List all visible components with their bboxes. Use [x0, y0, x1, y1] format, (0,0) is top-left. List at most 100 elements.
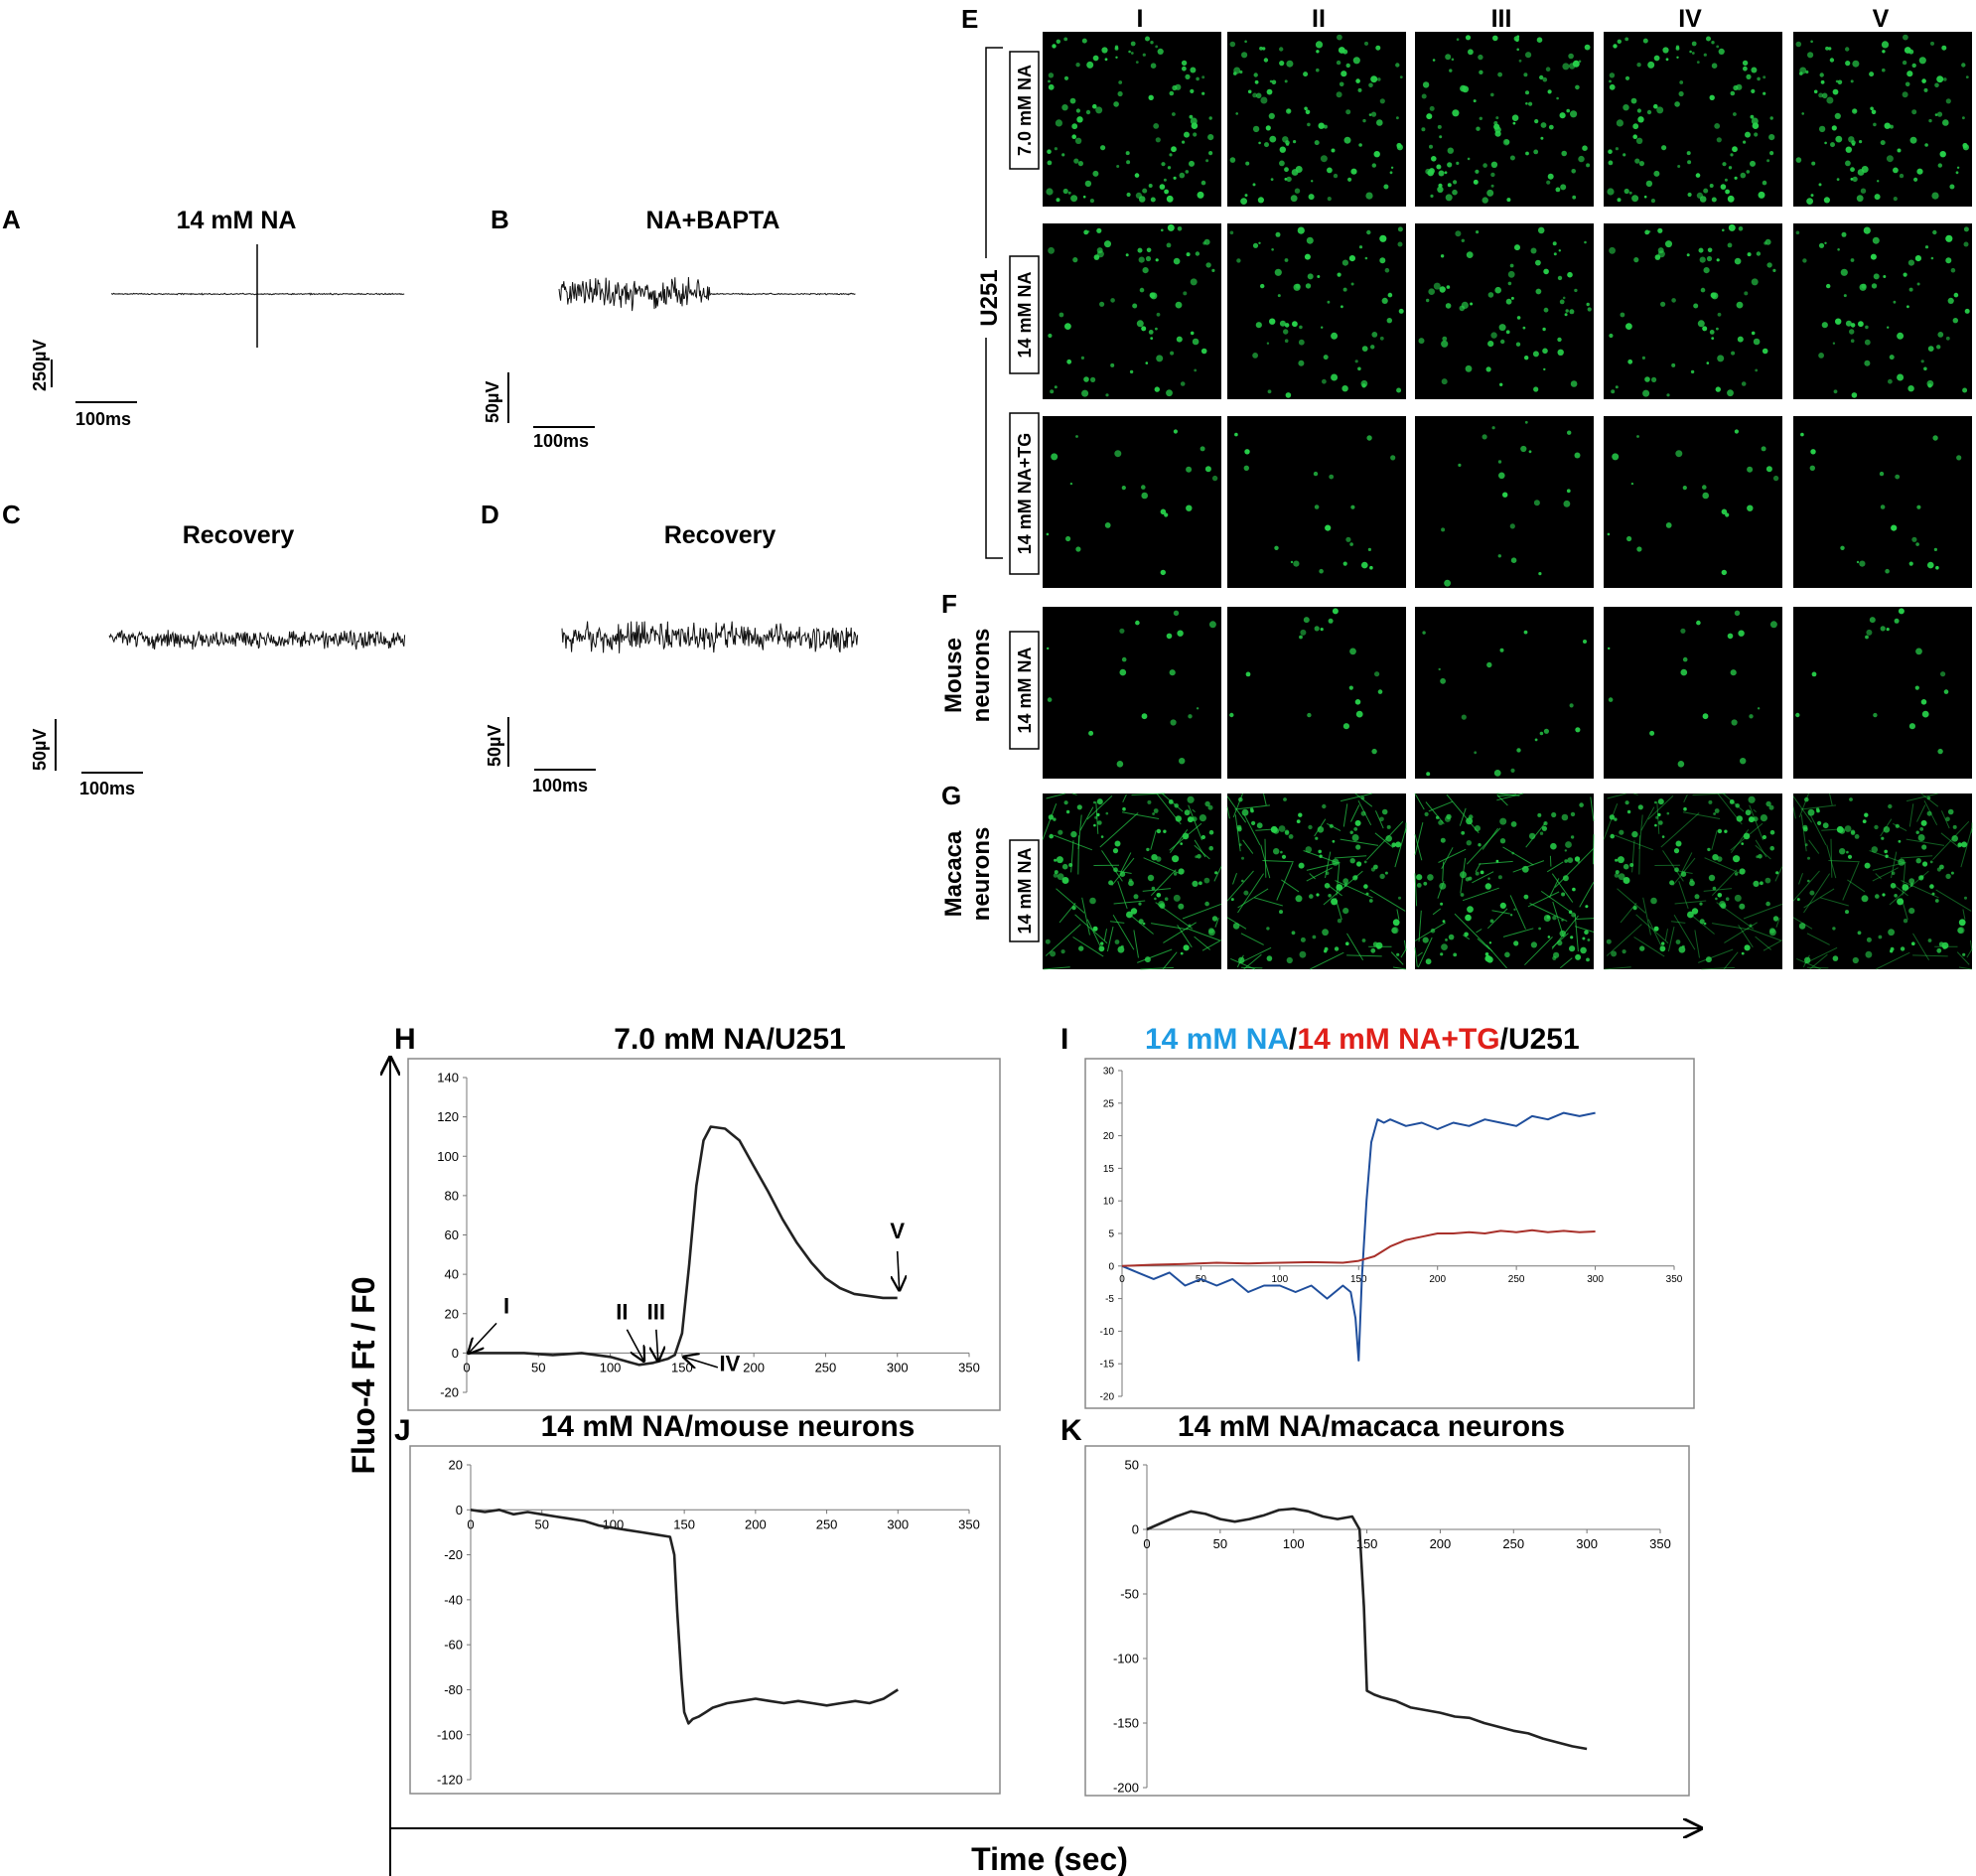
- neurite: [1701, 966, 1735, 970]
- cell: [1571, 169, 1576, 174]
- cell: [1260, 96, 1268, 104]
- cell: [1452, 109, 1460, 117]
- cell: [1732, 146, 1738, 153]
- neurite: [1529, 903, 1568, 923]
- cell: [1145, 361, 1149, 364]
- fluorescence-image-tile: [1043, 416, 1221, 588]
- cell: [1366, 229, 1371, 235]
- cell: [1613, 44, 1618, 49]
- cell: [1570, 380, 1578, 387]
- cell: [1148, 330, 1154, 335]
- cell: [1937, 163, 1943, 168]
- neurite: [1673, 915, 1696, 950]
- cell: [1336, 91, 1342, 98]
- y-tick-label: -5: [1105, 1294, 1114, 1305]
- cell: [1069, 482, 1073, 486]
- cell: [1155, 45, 1159, 49]
- cell: [1447, 162, 1453, 168]
- neurite: [1133, 930, 1139, 958]
- row-label-3: 14 mM NA+TG: [1015, 433, 1035, 555]
- cell: [1831, 125, 1837, 131]
- neurite: [1647, 919, 1662, 947]
- neurite: [1346, 954, 1382, 957]
- neurite: [1908, 803, 1914, 827]
- cell: [1693, 303, 1699, 309]
- x-tick-label: 0: [463, 1360, 470, 1374]
- neurite: [1054, 834, 1093, 851]
- cell: [1647, 61, 1655, 69]
- cell: [1856, 195, 1864, 203]
- cell: [1846, 850, 1849, 854]
- cell: [1243, 890, 1249, 896]
- row-label-5: 14 mM NA: [1015, 847, 1035, 934]
- cell: [1609, 72, 1616, 78]
- cell: [1199, 814, 1206, 822]
- cell: [1540, 136, 1544, 140]
- cell: [1341, 385, 1348, 392]
- neurite: [1263, 793, 1267, 806]
- neurite: [1683, 794, 1688, 803]
- neurite: [1617, 888, 1646, 914]
- cell: [1656, 106, 1664, 114]
- neurite: [1476, 929, 1482, 934]
- neurite: [1441, 847, 1454, 870]
- cell: [1187, 795, 1195, 803]
- cell: [1920, 360, 1924, 363]
- cell: [1470, 302, 1474, 306]
- cell: [1525, 102, 1528, 105]
- cell: [1609, 83, 1616, 90]
- cell: [1343, 136, 1351, 144]
- cell: [1436, 815, 1440, 819]
- cell: [1499, 817, 1507, 825]
- cell: [1178, 903, 1185, 910]
- cell: [1208, 928, 1214, 934]
- cell: [1551, 811, 1557, 818]
- cell: [1807, 52, 1814, 59]
- y-tick-label: 140: [437, 1071, 459, 1085]
- chart-i-title-part-2: /: [1289, 1023, 1298, 1056]
- cell: [1452, 189, 1458, 196]
- cell: [1720, 184, 1727, 190]
- cell: [1695, 173, 1701, 178]
- x-tick-label: 350: [1666, 1274, 1683, 1285]
- cell: [1208, 829, 1214, 835]
- neurite: [1902, 862, 1906, 896]
- cell: [1864, 862, 1871, 869]
- y-tick-label: 10: [1103, 1197, 1115, 1208]
- voltage-scale-label-d: 50µV: [485, 725, 504, 767]
- cell: [1943, 77, 1947, 81]
- cell: [1654, 823, 1657, 827]
- cell: [1921, 710, 1929, 718]
- cell: [1642, 389, 1650, 397]
- cell: [1050, 950, 1057, 957]
- cell: [1438, 819, 1444, 825]
- cell: [1065, 535, 1071, 542]
- cell: [1323, 355, 1329, 361]
- neurite: [1681, 852, 1693, 872]
- cell: [1138, 256, 1145, 263]
- cell: [1141, 485, 1146, 490]
- cell: [1856, 560, 1860, 564]
- cell: [1488, 941, 1492, 944]
- voltage-scale-label-a: 250µV: [30, 340, 50, 391]
- cell: [1633, 257, 1639, 263]
- neurite: [1900, 855, 1933, 859]
- cell: [1191, 122, 1199, 129]
- neurite: [1043, 966, 1070, 970]
- cell: [1703, 922, 1707, 926]
- cell: [1763, 75, 1766, 79]
- cell: [1675, 45, 1680, 49]
- cell: [1119, 628, 1125, 634]
- cell: [1141, 326, 1147, 332]
- cell: [1850, 829, 1856, 834]
- cell: [1456, 38, 1460, 41]
- cell: [1665, 522, 1672, 528]
- neurite: [1475, 862, 1482, 873]
- cell: [1284, 829, 1290, 834]
- neurite: [1281, 879, 1300, 893]
- cell: [1422, 81, 1430, 88]
- cell: [1257, 197, 1264, 204]
- neurite: [1512, 860, 1545, 873]
- cell: [1739, 868, 1746, 875]
